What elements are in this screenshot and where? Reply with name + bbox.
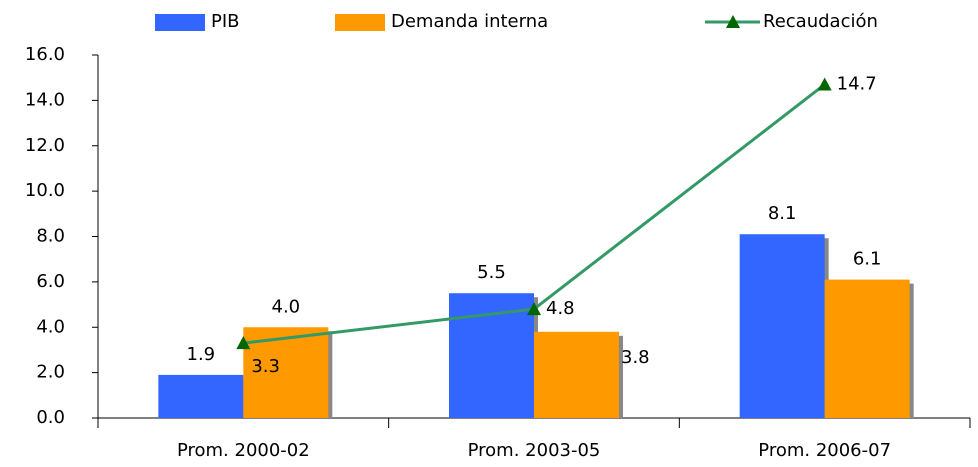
x-tick-label: Prom. 2003-05 (468, 440, 601, 461)
data-label: 14.7 (837, 73, 877, 94)
y-tick-label: 6.0 (36, 271, 65, 292)
x-tick-label: Prom. 2000-02 (177, 440, 310, 461)
data-label: 3.8 (621, 347, 650, 368)
data-label: 1.9 (187, 344, 216, 365)
y-tick-label: 12.0 (25, 135, 65, 156)
data-label: 4.0 (272, 296, 301, 317)
bar (158, 374, 244, 418)
data-label: 5.5 (477, 262, 506, 283)
y-tick-label: 8.0 (36, 226, 65, 247)
y-tick-label: 14.0 (25, 89, 65, 110)
y-tick-label: 16.0 (25, 44, 65, 65)
bar (824, 279, 910, 418)
y-tick-label: 4.0 (36, 316, 65, 337)
bar (739, 234, 825, 418)
y-tick-label: 2.0 (36, 362, 65, 383)
legend-swatch (335, 14, 385, 31)
data-label: 6.1 (853, 249, 882, 270)
line-marker (236, 336, 251, 350)
data-label: 8.1 (768, 203, 797, 224)
line-marker (527, 302, 541, 316)
line-marker (817, 77, 832, 91)
x-tick-label: Prom. 2006-07 (758, 440, 891, 461)
y-tick-label: 0.0 (36, 407, 65, 428)
data-label: 4.8 (546, 298, 575, 319)
legend-label: PIB (211, 11, 240, 32)
legend-label: Recaudación (763, 11, 878, 32)
legend-marker (726, 15, 740, 28)
legend-swatch (155, 14, 205, 31)
data-label: 3.3 (251, 356, 280, 377)
bar (534, 331, 619, 418)
legend-label: Demanda interna (391, 11, 548, 32)
y-tick-label: 10.0 (25, 180, 65, 201)
